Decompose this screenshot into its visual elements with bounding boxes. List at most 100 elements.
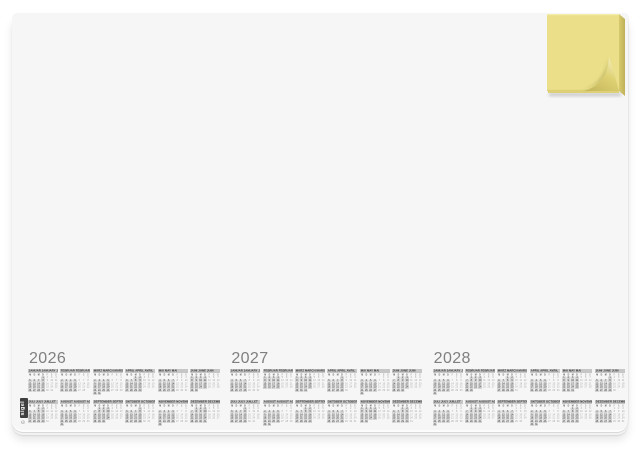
date-cell: 28 — [552, 420, 555, 423]
date-cell: 19 — [487, 382, 491, 386]
date-cell: 15 — [562, 382, 567, 386]
date-cell: 29 — [41, 389, 45, 393]
date-cell: 12 — [441, 382, 446, 386]
date-cell: 30 — [575, 420, 580, 424]
month-name: JULI JULY JUILLET — [28, 400, 58, 404]
weekday-letter: F — [580, 373, 583, 376]
date-cell: 8 — [87, 379, 90, 383]
weekday-letter: M — [498, 373, 501, 376]
date-cell: 18 — [308, 382, 313, 386]
weekday-letter: D — [98, 404, 100, 407]
date-cell: 4 — [483, 407, 486, 411]
weekday-letter: S — [621, 404, 624, 407]
date-cell: 31 — [432, 423, 437, 426]
date-cell: 14 — [396, 413, 401, 417]
date-cell: 6 — [585, 376, 587, 380]
date-cell: 27 — [175, 420, 179, 423]
date-cell: 13 — [28, 413, 32, 417]
date-cell: 13 — [78, 382, 82, 386]
date-cell: 12 — [69, 413, 73, 417]
date-cell: 18 — [166, 417, 171, 420]
date-cell: 3 — [148, 407, 150, 411]
weekday-letter: D — [511, 373, 514, 376]
date-cell: 12 — [487, 410, 491, 414]
date-cell: 23 — [616, 417, 620, 420]
date-cell: 7 — [451, 410, 453, 414]
date-cell: 7 — [396, 410, 401, 414]
date-cell: 22 — [262, 386, 267, 389]
date-cell: 6 — [392, 410, 397, 414]
weekday-letter: S — [55, 373, 57, 376]
date-cell: 21 — [179, 417, 183, 420]
date-cell: 10 — [147, 410, 151, 414]
date-cell: 19 — [419, 413, 422, 417]
weekday-letter: S — [556, 373, 559, 376]
date-cell: 4 — [437, 410, 441, 414]
date-cell: 21 — [82, 386, 86, 389]
note-top-highlight — [547, 14, 619, 16]
date-cell: 4 — [101, 379, 106, 383]
date-cell: 25 — [203, 386, 207, 389]
date-cell: 18 — [594, 417, 599, 420]
date-cell: 24 — [359, 389, 364, 393]
date-cell: 5 — [368, 379, 373, 383]
dates-grid: 1 2 3 4 5 6 7 8 9 10 11 12 13 14 15 16 17 18 19 20 21 22 23 24 2… — [529, 408, 560, 426]
date-cell: 15 — [506, 382, 510, 386]
date-cell: 16 — [157, 417, 162, 420]
date-cell: 14 — [243, 382, 248, 386]
date-cell: 14 — [552, 413, 555, 417]
date-cell: 21 — [170, 386, 175, 389]
date-cell: 25 — [584, 417, 588, 420]
date-cell: 2 — [350, 407, 352, 411]
weekday-letter: S — [552, 373, 555, 376]
date-cell: 29 — [248, 389, 252, 392]
date-cell: 6 — [234, 410, 239, 414]
date-cell: 16 — [267, 382, 271, 386]
weekday-letter: M — [604, 373, 607, 376]
date-cell: 18 — [538, 417, 543, 420]
date-cell: 20 — [285, 382, 288, 386]
dates-grid: 1 2 3 4 5 6 7 8 9 10 11 12 13 14 15 16 17 18 19 20 21 22 23 24 2… — [392, 407, 422, 427]
mini-month: JULI JULY JUILLET M D M D F S S 1 2 3 4 5 6 7 8 9 10 11 12 1… — [230, 400, 261, 426]
date-cell: 21 — [386, 413, 390, 417]
date-cell: 1 — [87, 376, 90, 380]
date-cell: 22 — [515, 417, 519, 420]
date-cell: 16 — [616, 413, 620, 417]
date-cell: 11 — [410, 379, 413, 383]
date-cell: 4 — [166, 410, 171, 414]
date-cell: 3 — [253, 407, 255, 411]
date-cell: 18 — [584, 413, 588, 417]
date-cell: 16 — [299, 382, 304, 386]
date-cell: 12 — [538, 382, 543, 386]
date-cell: 2 — [460, 407, 462, 411]
date-cell: 16 — [364, 413, 369, 417]
date-cell: 11 — [208, 410, 211, 414]
date-cell: 17 — [570, 382, 575, 386]
date-cell: 16 — [87, 413, 90, 417]
weekday-letter: S — [115, 373, 118, 376]
dates-grid: 1 2 3 4 5 6 7 8 9 10 11 12 13 14 15 16 17 18 19 20 21 22 23 24 2… — [432, 407, 463, 426]
date-cell: 3 — [143, 376, 146, 380]
sigel-logo: sigel — [20, 397, 28, 419]
date-cell: 30 — [87, 420, 90, 423]
date-cell: 3 — [359, 379, 364, 383]
date-cell: 20 — [73, 417, 78, 420]
mini-month: FEBRUAR FEBRUARY FÉVRIERMDMDFSS123456789… — [60, 369, 91, 395]
date-cell: 15 — [396, 382, 401, 386]
date-cell: 1 — [295, 376, 299, 380]
date-cell: 2 — [194, 376, 199, 380]
date-cell: 26 — [331, 420, 336, 424]
weekday-letter: F — [613, 373, 615, 376]
date-cell: 16 — [575, 413, 580, 417]
date-cell: 9 — [460, 410, 462, 414]
date-cell: 13 — [419, 379, 422, 383]
weekday-letter: D — [106, 373, 109, 376]
date-cell: 14 — [603, 382, 608, 386]
date-cell: 8 — [400, 410, 405, 414]
date-cell: 13 — [285, 379, 288, 383]
date-cell: 11 — [69, 382, 73, 386]
date-cell: 5 — [331, 410, 336, 414]
date-cell: 10 — [405, 379, 410, 383]
date-cell: 8 — [249, 379, 251, 383]
date-cell: 20 — [584, 382, 588, 386]
